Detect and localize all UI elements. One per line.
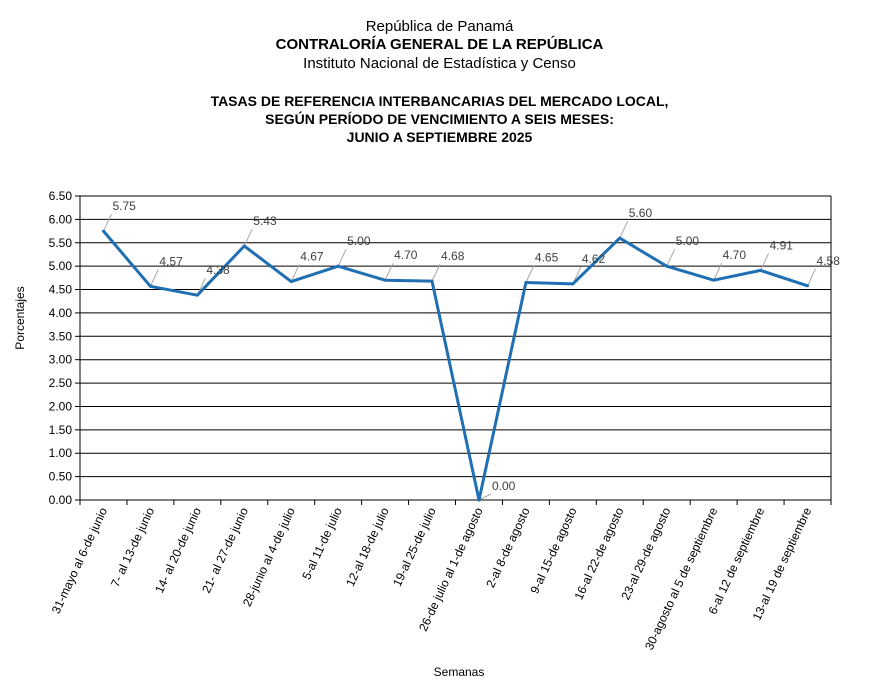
data-labels: 5.75 4.57 4.38 5.43 4.67 5.00 4.70 4.68 0.00 4.65… [112,199,840,493]
chart-title-line-2: SEGÚN PERÍODO DE VENCIMIENTO A SEIS MESE… [265,111,614,127]
data-label: 4.62 [582,252,606,266]
y-tick-label: 4.00 [49,306,73,320]
data-label: 4.70 [723,248,747,262]
data-label: 4.70 [394,248,418,262]
data-point [430,279,434,283]
y-tick-label: 0.00 [49,493,73,507]
data-point [242,244,246,248]
data-point [571,282,575,286]
leader-line [243,228,253,247]
data-label: 5.00 [676,234,700,248]
data-label: 5.60 [629,206,653,220]
x-tick-label: 5-al 11-de julio [299,505,345,582]
y-tick-label: 2.50 [49,376,73,390]
label-leader-lines [103,213,816,501]
data-point [289,280,293,284]
x-tick-label: 9-al 15-de agosto [527,505,579,596]
data-label: 4.57 [159,254,183,268]
data-label: 4.58 [817,254,841,268]
leader-line [666,248,676,267]
data-point [383,278,387,282]
data-point [524,281,528,285]
y-axis-label: Porcentajes [13,286,27,349]
y-tick-label: 4.50 [49,283,73,297]
x-tick-label: 12-al 18-de julio [343,505,392,589]
data-point [336,264,340,268]
x-axis-label: Semanas [434,665,485,679]
x-tick-label: 21- al 27-de junio [199,505,251,595]
y-tick-label: 1.50 [49,423,73,437]
x-tick-label: 23-al 29-de agosto [618,505,673,602]
y-tick-label: 2.00 [49,399,73,413]
data-point [806,284,810,288]
chart-title-line-3: JUNIO A SEPTIEMBRE 2025 [346,129,533,145]
x-tick-label: 28-junio al 4-de julio [240,505,298,609]
gridlines [75,195,832,501]
y-tick-label: 6.00 [49,212,73,226]
data-label: 5.00 [347,234,371,248]
data-label: 4.91 [770,238,794,252]
leader-line [619,220,629,239]
data-label: 4.38 [206,263,230,277]
series-line [102,230,808,502]
y-tick-label: 5.50 [49,236,73,250]
leader-line [149,269,159,287]
header-republic: República de Panamá [365,18,514,35]
leader-line [478,493,492,501]
y-tick-label: 3.00 [49,353,73,367]
data-point [148,284,152,288]
data-point [759,268,763,272]
leader-line [713,262,723,281]
leader-line [384,262,394,281]
header-institute: Instituto Nacional de Estadística y Cens… [303,55,576,72]
data-point [101,229,105,233]
data-label: 0.00 [492,479,516,493]
y-tick-label: 5.00 [49,259,73,273]
data-point [477,498,481,502]
x-tick-label: 14- al 20-de junio [152,505,204,595]
y-tick-label: 0.50 [49,470,73,484]
leader-line [807,268,816,287]
leader-line [431,263,441,282]
data-label: 5.43 [253,214,277,228]
chart-title-line-1: TASAS DE REFERENCIA INTERBANCARIAS DEL M… [210,93,669,109]
data-label: 5.75 [112,199,136,213]
leader-line [103,213,112,232]
data-label: 4.65 [535,251,559,265]
data-point [195,293,199,297]
leader-line [337,248,347,267]
x-tick-label: 7- al 13-de junio [108,505,157,589]
x-tick-label: 2-al 8-de agosto [483,505,532,590]
header-contraloria: CONTRALORÍA GENERAL DE LA REPÚBLICA [275,36,604,53]
x-tick-label: 16-al 22-de agosto [572,505,627,602]
x-tick-label: 31-mayo al 6-de junio [49,505,111,616]
data-point [712,278,716,282]
data-label: 4.67 [300,250,324,264]
x-tick-label: 19-al 25-de julio [390,505,439,589]
y-axis-ticks: 0.00 0.50 1.00 1.50 2.00 2.50 3.00 3.50 4.00 4.50… [49,189,73,507]
y-tick-label: 6.50 [49,189,73,203]
y-tick-label: 3.50 [49,329,73,343]
leader-line [760,253,770,271]
data-label: 4.68 [441,249,465,263]
data-points [101,229,810,502]
data-point [665,264,669,268]
leader-line [525,265,535,283]
y-tick-label: 1.00 [49,446,73,460]
leader-line [290,264,300,282]
data-point [618,236,622,240]
